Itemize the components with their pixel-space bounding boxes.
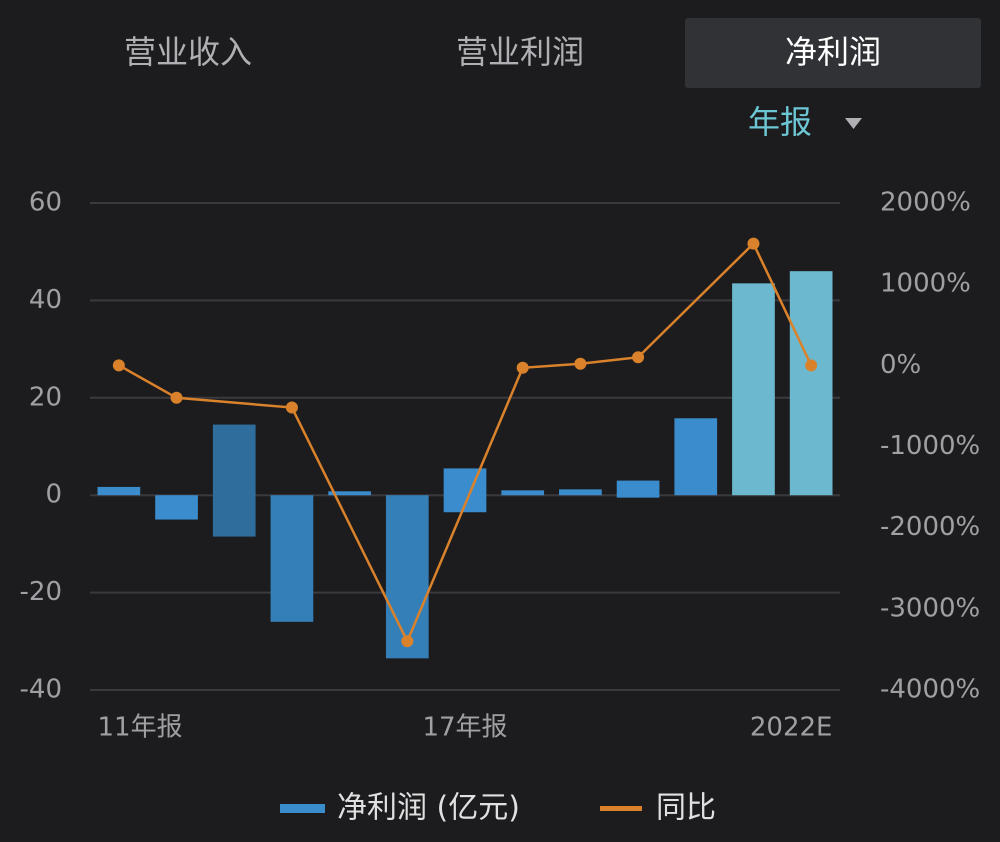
point xyxy=(170,391,183,404)
point xyxy=(574,357,587,370)
y-tick-label: -20 xyxy=(20,577,62,607)
point xyxy=(747,237,760,250)
point xyxy=(401,635,414,648)
bar xyxy=(616,480,660,498)
bar xyxy=(559,489,602,496)
legend-label: 同比 xyxy=(656,791,716,826)
legend-label: 净利润 (亿元) xyxy=(337,791,520,826)
point xyxy=(516,361,529,374)
y2-tick-label: -2000% xyxy=(880,512,980,542)
legend-swatch xyxy=(280,804,325,813)
y-tick-label: 60 xyxy=(29,188,62,218)
bar xyxy=(97,486,141,496)
bar xyxy=(155,495,198,520)
bar xyxy=(789,271,833,496)
y2-tick-label: 1000% xyxy=(880,269,971,299)
bar xyxy=(501,490,545,496)
dropdown-arrow[interactable] xyxy=(845,118,862,129)
y2-tick-label: 2000% xyxy=(880,188,971,218)
x-tick-label: 11年报 xyxy=(98,713,183,743)
y-tick-label: 20 xyxy=(29,382,62,412)
bar xyxy=(732,283,775,496)
point xyxy=(285,401,298,414)
point xyxy=(112,359,125,372)
y-tick-label: 0 xyxy=(45,480,62,510)
tab[interactable]: 营业收入 xyxy=(124,33,252,71)
bar xyxy=(328,491,371,496)
x-tick-label: 17年报 xyxy=(422,713,507,743)
point xyxy=(805,359,818,372)
y2-tick-label: -4000% xyxy=(880,675,980,705)
tab[interactable]: 净利润 xyxy=(785,33,881,71)
legend-swatch xyxy=(600,806,642,811)
y-tick-label: 40 xyxy=(29,285,62,315)
y2-tick-label: 0% xyxy=(880,350,921,380)
bar xyxy=(270,495,314,622)
tab[interactable]: 营业利润 xyxy=(456,33,584,71)
point xyxy=(632,351,645,364)
tab-selected-bg xyxy=(685,18,981,88)
y2-tick-label: -3000% xyxy=(880,593,980,623)
period-select[interactable]: 年报 xyxy=(748,103,812,141)
bar xyxy=(385,495,429,659)
y2-tick-label: -1000% xyxy=(880,431,980,461)
y-tick-label: -40 xyxy=(20,675,62,705)
x-tick-label: 2022E xyxy=(750,713,833,743)
bar xyxy=(212,424,256,537)
bar xyxy=(674,418,718,496)
